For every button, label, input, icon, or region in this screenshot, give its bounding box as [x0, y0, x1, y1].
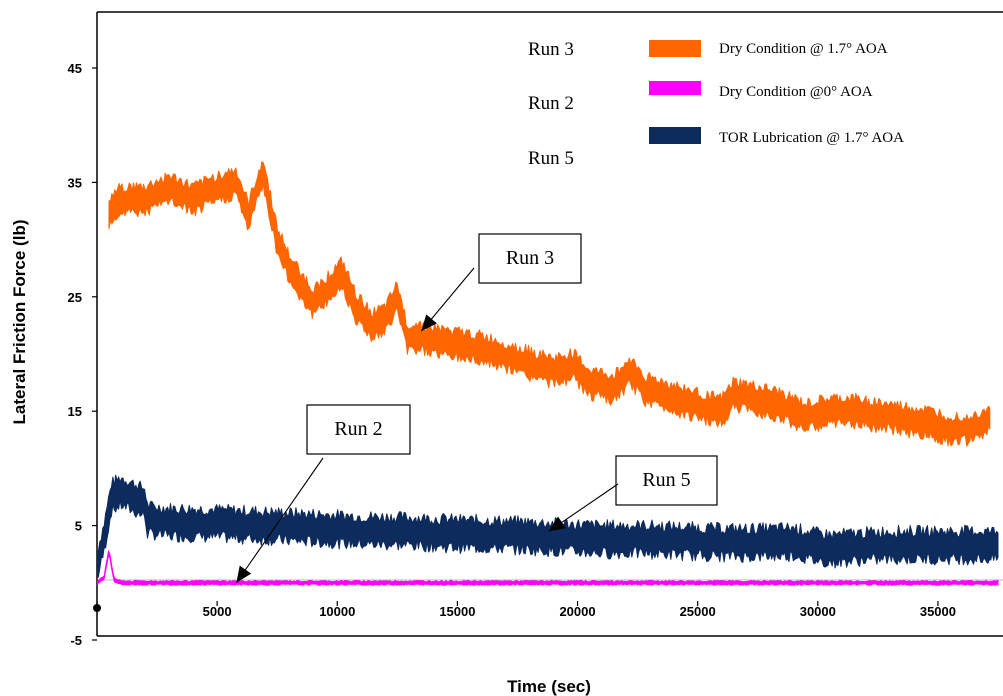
plot-frame — [96, 11, 1003, 637]
y-tick-label: 35 — [68, 175, 82, 190]
callout-arrowhead — [421, 314, 437, 332]
callout-box — [478, 233, 582, 284]
y-tick-label: 5 — [75, 519, 82, 534]
y-ticks: -5 5 15 25 35 45 — [68, 61, 97, 648]
legend-run-label-5: Run 5 — [528, 148, 574, 169]
callout-label: Run 2 — [334, 418, 382, 440]
x-tick-label: 5000 — [203, 604, 232, 619]
legend-label-dry-1-7: Dry Condition @ 1.7° AOA — [719, 41, 888, 57]
legend-swatch-tor — [649, 127, 701, 144]
x-axis-title: Time (sec) — [507, 677, 591, 696]
legend-label-tor: TOR Lubrication @ 1.7° AOA — [719, 130, 904, 146]
series-layer — [97, 161, 999, 586]
callout-arrowhead — [236, 565, 252, 583]
legend: Run 3 Dry Condition @ 1.7° AOA Run 2 Dry… — [528, 39, 904, 169]
callout-box — [306, 404, 411, 455]
x-ticks: 5000 10000 15000 20000 25000 30000 35000 — [96, 601, 956, 619]
y-axis-title: Lateral Friction Force (lb) — [10, 220, 29, 425]
callout: Run 5 — [548, 455, 718, 532]
legend-label-dry-0: Dry Condition @0° AOA — [719, 84, 873, 100]
callout-box — [615, 455, 718, 506]
y-tick-label: -5 — [70, 633, 82, 648]
y-tick-label: 15 — [68, 404, 82, 419]
y-tick-label: 45 — [68, 61, 82, 76]
origin-marker — [93, 604, 101, 612]
legend-swatch-dry-0 — [649, 81, 701, 95]
x-tick-label: 15000 — [439, 604, 475, 619]
legend-swatch-dry-1-7 — [649, 40, 701, 57]
x-tick-label: 25000 — [680, 604, 716, 619]
callout: Run 3 — [420, 233, 582, 332]
legend-run-label-1: Run 3 — [528, 39, 574, 60]
callout-arrowhead — [548, 516, 566, 532]
x-tick-label: 10000 — [319, 604, 355, 619]
callouts: Run 3 Run 2 Run 5 — [235, 233, 718, 584]
legend-run-label-2: Run 2 — [528, 93, 574, 114]
x-tick-label: 30000 — [800, 604, 836, 619]
y-tick-label: 25 — [68, 290, 82, 305]
x-tick-label: 20000 — [559, 604, 595, 619]
callout: Run 2 — [235, 404, 411, 584]
series-band — [97, 550, 999, 586]
callout-leader — [235, 457, 324, 584]
series-band — [97, 474, 999, 580]
x-tick-label: 35000 — [920, 604, 956, 619]
series-band — [108, 161, 991, 447]
callout-label: Run 3 — [506, 247, 554, 269]
callout-label: Run 5 — [642, 469, 690, 491]
